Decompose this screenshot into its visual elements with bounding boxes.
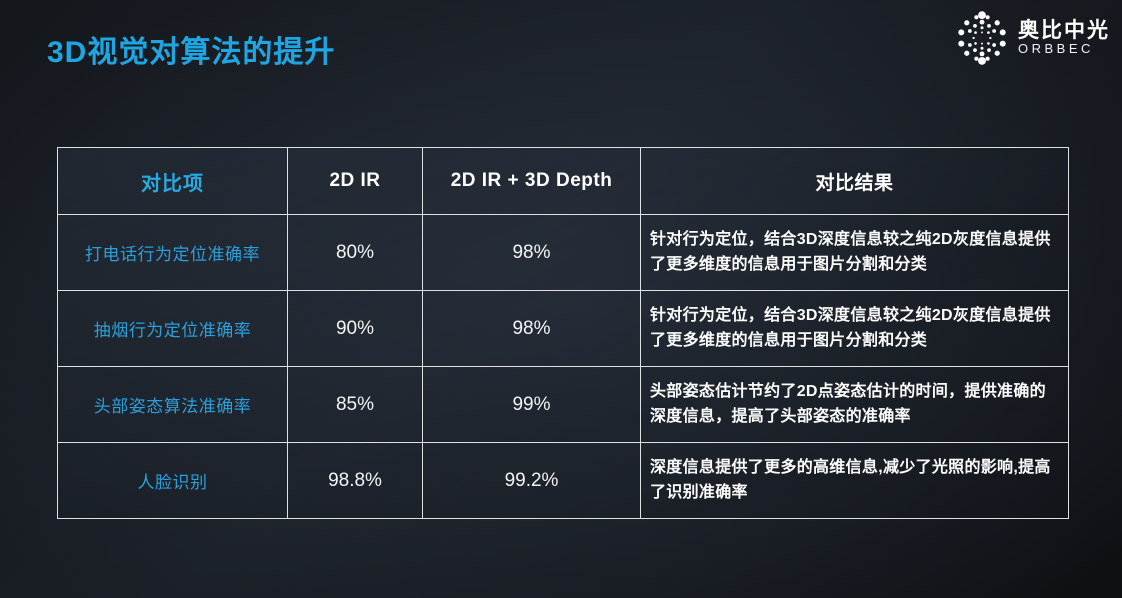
result-text: 针对行为定位，结合3D深度信息较之纯2D灰度信息提供了更多维度的信息用于图片分割…	[640, 290, 1069, 367]
comparison-table: 对比项 2D IR 2D IR + 3D Depth 对比结果 打电话行为定位准…	[57, 147, 1069, 519]
result-text: 针对行为定位，结合3D深度信息较之纯2D灰度信息提供了更多维度的信息用于图片分割…	[640, 214, 1069, 291]
row-item-label: 人脸识别	[57, 442, 288, 519]
table-row: 头部姿态算法准确率 85% 99% 头部姿态估计节约了2D点姿态估计的时间，提供…	[57, 366, 1069, 443]
value-2d-ir-3d-depth: 99%	[422, 366, 641, 443]
value-2d-ir: 85%	[287, 366, 423, 443]
header-cell-2d-ir-3d-depth: 2D IR + 3D Depth	[422, 147, 641, 215]
value-2d-ir: 98.8%	[287, 442, 423, 519]
value-2d-ir: 90%	[287, 290, 423, 367]
orbbec-dot-sphere-icon	[958, 11, 1006, 65]
header-cell-result: 对比结果	[640, 147, 1069, 215]
logo-text: 奥比中光 ORBBEC	[1018, 19, 1110, 56]
orbbec-logo: 奥比中光 ORBBEC	[954, 10, 1110, 66]
value-2d-ir-3d-depth: 99.2%	[422, 442, 641, 519]
row-item-label: 头部姿态算法准确率	[57, 366, 288, 443]
page-title: 3D视觉对算法的提升	[47, 36, 336, 69]
header-cell-2d-ir: 2D IR	[287, 147, 423, 215]
table-row: 抽烟行为定位准确率 90% 98% 针对行为定位，结合3D深度信息较之纯2D灰度…	[57, 290, 1069, 367]
value-2d-ir-3d-depth: 98%	[422, 214, 641, 291]
logo-name-chinese: 奥比中光	[1018, 19, 1110, 43]
result-text: 深度信息提供了更多的高维信息,减少了光照的影响,提高了识别准确率	[640, 442, 1069, 519]
value-2d-ir-3d-depth: 98%	[422, 290, 641, 367]
value-2d-ir: 80%	[287, 214, 423, 291]
table-row: 打电话行为定位准确率 80% 98% 针对行为定位，结合3D深度信息较之纯2D灰…	[57, 214, 1069, 291]
row-item-label: 抽烟行为定位准确率	[57, 290, 288, 367]
row-item-label: 打电话行为定位准确率	[57, 214, 288, 291]
logo-name-english: ORBBEC	[1018, 41, 1094, 57]
result-text: 头部姿态估计节约了2D点姿态估计的时间，提供准确的深度信息，提高了头部姿态的准确…	[640, 366, 1069, 443]
table-row: 人脸识别 98.8% 99.2% 深度信息提供了更多的高维信息,减少了光照的影响…	[57, 442, 1069, 519]
header-cell-item: 对比项	[57, 147, 288, 215]
table-header-row: 对比项 2D IR 2D IR + 3D Depth 对比结果	[57, 147, 1069, 215]
